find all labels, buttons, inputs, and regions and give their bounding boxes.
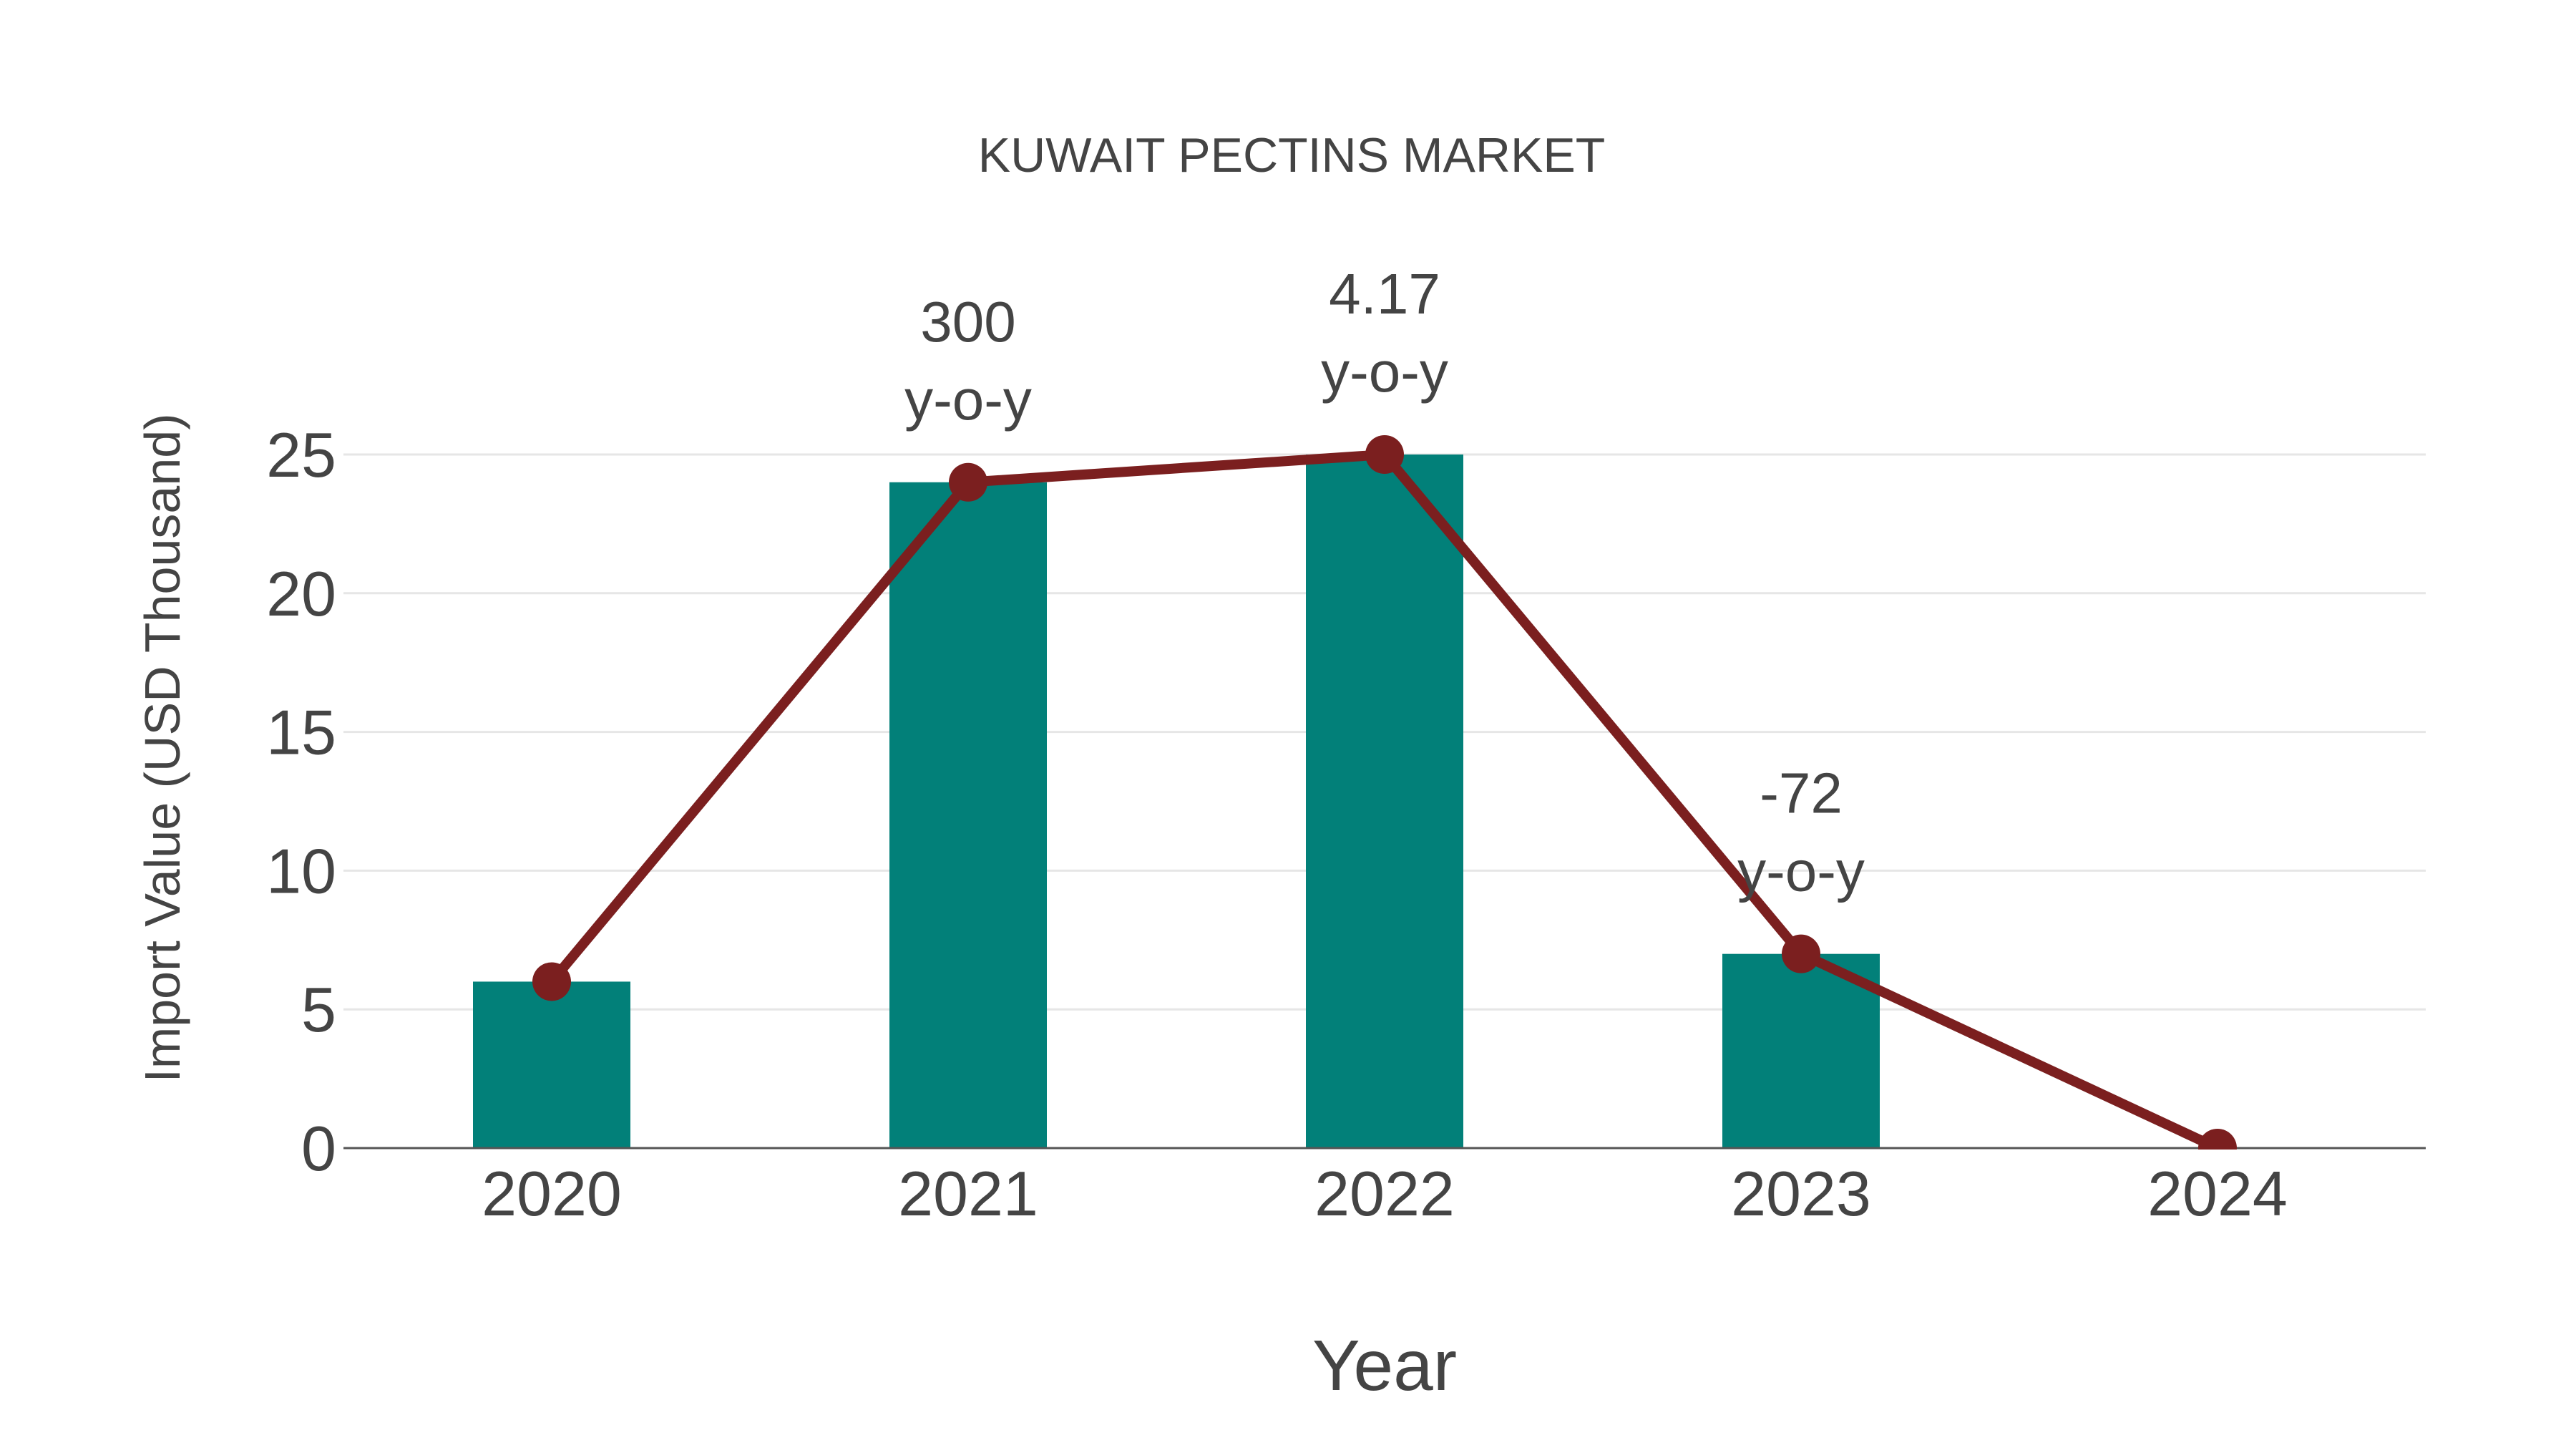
chart-title: KUWAIT PECTINS MARKET [978,128,1606,183]
line-marker-2021 [949,462,987,502]
y-tick-label: 0 [301,1113,336,1184]
bar-2020 [473,981,630,1148]
x-axis-ticks: 2020 2021 2022 2023 2024 [482,1158,2288,1229]
x-tick-label: 2021 [898,1158,1038,1229]
yoy-suffix: y-o-y [1737,840,1865,903]
y-axis-title: Import Value (USD Thousand) [135,413,190,1082]
line-series [532,435,2246,1178]
line-marker-2022 [1365,435,1404,474]
bar-2021 [889,482,1047,1148]
x-tick-label: 2022 [1314,1158,1455,1229]
yoy-value: 4.17 [1329,262,1440,326]
y-tick-label: 20 [266,558,336,629]
y-axis-ticks: 0 5 10 15 20 25 [266,419,336,1184]
y-tick-label: 15 [266,697,336,768]
y-tick-label: 25 [266,419,336,490]
line-marker-2023 [1782,934,1820,973]
yoy-suffix: y-o-y [1321,340,1448,404]
bar-series [473,455,1880,1148]
marker-clip [2189,1150,2246,1178]
bar-2023 [1722,953,1880,1148]
yoy-suffix: y-o-y [904,368,1032,432]
bar-2022 [1306,455,1463,1148]
y-tick-label: 10 [266,835,336,906]
yoy-value: -72 [1760,762,1843,825]
x-tick-label: 2023 [1731,1158,1871,1229]
yoy-annotations: 300 y-o-y 4.17 y-o-y -72 y-o-y [904,262,1865,903]
yoy-value: 300 [920,290,1015,354]
line-marker-2020 [532,962,571,1001]
x-tick-label: 2020 [482,1158,622,1229]
x-axis-title: Year [1312,1326,1457,1406]
y-tick-label: 5 [301,974,336,1045]
x-tick-label: 2024 [2147,1158,2288,1229]
